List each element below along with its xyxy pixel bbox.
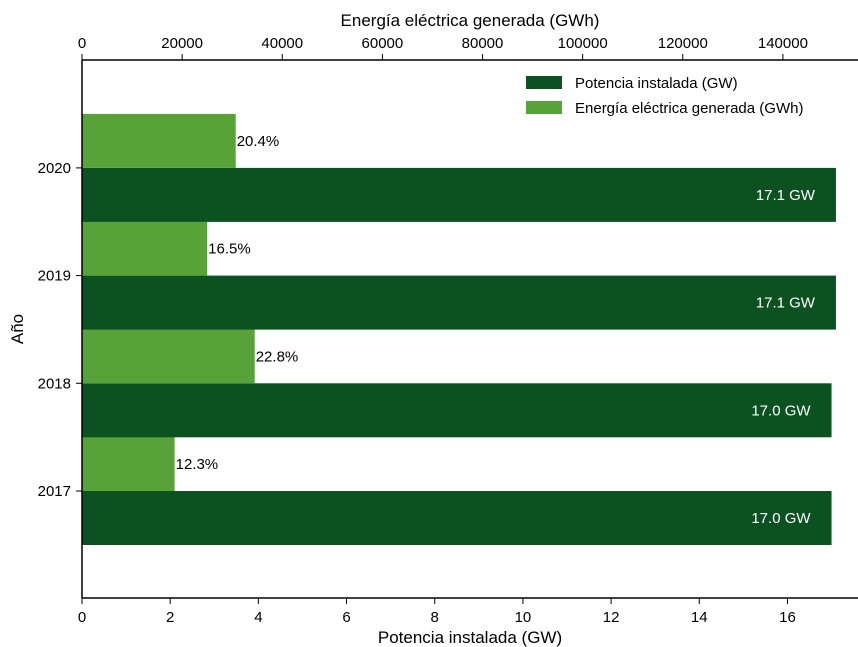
bar-label-energia-2017: 12.3% (176, 456, 219, 473)
y-axis-title: Año (8, 314, 27, 344)
x-bottom-tick-label: 12 (603, 609, 620, 626)
x-top-tick-label: 60000 (362, 35, 404, 52)
bar-potencia-2018 (82, 383, 832, 438)
x-bottom-tick-label: 14 (691, 609, 708, 626)
bar-potencia-2019 (82, 275, 836, 330)
bars-layer (82, 113, 836, 545)
bar-label-potencia-2018: 17.0 GW (751, 402, 811, 419)
bar-potencia-2020 (82, 167, 836, 222)
bar-energia-2018 (82, 329, 255, 384)
legend-label-potencia: Potencia instalada (GW) (575, 75, 738, 92)
x-bottom-tick-label: 8 (431, 609, 439, 626)
axes-layer: 0 2 4 6 8 10 12 14 16 0 20000 40000 60000 80000 100000… (38, 35, 858, 626)
x-top-tick-label: 120000 (658, 35, 708, 52)
x-bottom-tick-label: 4 (254, 609, 262, 626)
x-bottom-tick-label: 0 (78, 609, 86, 626)
x-top-tick-label: 20000 (161, 35, 203, 52)
bar-label-energia-2020: 20.4% (237, 133, 280, 150)
bar-energia-2017 (82, 437, 175, 491)
legend-swatch-energia (526, 101, 562, 114)
y-tick-label-2017: 2017 (38, 483, 71, 500)
bar-energia-2020 (82, 113, 236, 168)
bar-potencia-2017 (82, 491, 832, 545)
y-tick-label-2018: 2018 (38, 375, 71, 392)
x-top-tick-label: 40000 (261, 35, 303, 52)
y-tick-label-2019: 2019 (38, 268, 71, 285)
bar-labels-layer: 17.0 GW 12.3% 17.0 GW 22.8% 17.1 GW 16.5% 17.1… (176, 133, 816, 527)
x-axis-bottom-title: Potencia instalada (GW) (378, 628, 562, 647)
bar-energia-2019 (82, 221, 208, 276)
x-top-tick-label: 80000 (462, 35, 504, 52)
bar-label-energia-2018: 22.8% (256, 348, 299, 365)
x-top-tick-label: 0 (78, 35, 86, 52)
x-top-tick-label: 140000 (758, 35, 808, 52)
x-bottom-tick-label: 10 (515, 609, 532, 626)
legend-label-energia: Energía eléctrica generada (GWh) (575, 100, 803, 117)
x-axis-top-title: Energía eléctrica generada (GWh) (341, 11, 600, 30)
x-top-tick-label: 100000 (558, 35, 608, 52)
legend-swatch-potencia (526, 76, 562, 89)
bar-label-energia-2019: 16.5% (208, 241, 251, 258)
bar-label-potencia-2017: 17.0 GW (751, 510, 811, 527)
bar-label-potencia-2020: 17.1 GW (756, 187, 816, 204)
x-bottom-tick-label: 6 (342, 609, 350, 626)
bar-label-potencia-2019: 17.1 GW (756, 295, 816, 312)
legend: Potencia instalada (GW) Energía eléctric… (526, 75, 803, 117)
x-bottom-tick-label: 16 (779, 609, 796, 626)
x-bottom-tick-label: 2 (166, 609, 174, 626)
y-tick-label-2020: 2020 (38, 160, 71, 177)
